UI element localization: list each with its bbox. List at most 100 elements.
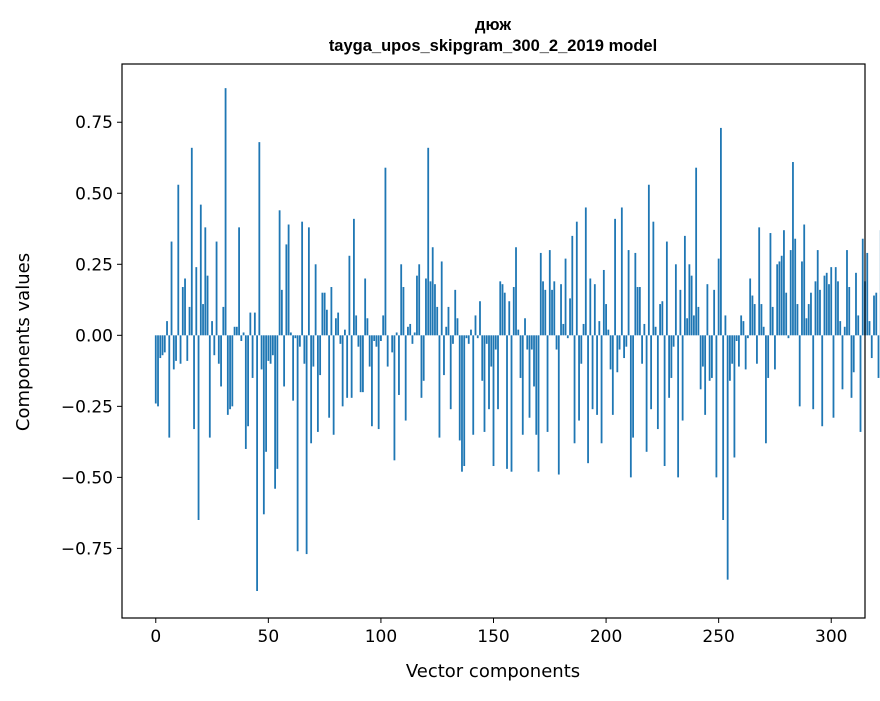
chart-title-line2: tayga_upos_skipgram_300_2_2019 model xyxy=(329,37,657,55)
bar xyxy=(632,335,634,437)
bar xyxy=(657,335,659,429)
bar xyxy=(767,335,769,378)
bar xyxy=(770,233,772,335)
bar xyxy=(387,335,389,366)
bar xyxy=(450,335,452,409)
bar xyxy=(652,222,654,336)
bar xyxy=(220,335,222,386)
bar xyxy=(297,335,299,551)
bar xyxy=(774,335,776,369)
bar xyxy=(439,335,441,437)
bar xyxy=(738,335,740,366)
bar xyxy=(470,330,472,336)
y-tick-label: −0.75 xyxy=(61,539,113,559)
bar xyxy=(785,293,787,336)
bar xyxy=(556,335,558,349)
bar xyxy=(725,315,727,335)
x-tick-label: 250 xyxy=(702,627,734,647)
bar xyxy=(204,227,206,335)
bar xyxy=(736,335,738,341)
bar xyxy=(303,335,305,363)
bar xyxy=(846,250,848,335)
bar xyxy=(792,162,794,335)
bar xyxy=(860,335,862,432)
bar xyxy=(353,219,355,335)
bar xyxy=(869,321,871,335)
bar xyxy=(511,335,513,471)
bar xyxy=(382,315,384,335)
bar xyxy=(691,276,693,336)
bar xyxy=(490,335,492,366)
bar xyxy=(666,242,668,336)
bar xyxy=(346,335,348,398)
bar xyxy=(610,335,612,369)
bar xyxy=(436,307,438,335)
bar xyxy=(330,287,332,335)
bar xyxy=(328,335,330,417)
bar xyxy=(713,290,715,335)
bar xyxy=(243,332,245,335)
bar xyxy=(538,335,540,471)
bar xyxy=(504,293,506,336)
bar xyxy=(517,330,519,336)
bar xyxy=(340,335,342,344)
bar xyxy=(583,324,585,335)
bar xyxy=(427,148,429,336)
bar xyxy=(270,335,272,363)
bar xyxy=(394,335,396,460)
bar xyxy=(592,335,594,409)
bar xyxy=(245,335,247,449)
bar xyxy=(400,264,402,335)
bar xyxy=(285,244,287,335)
bar xyxy=(878,335,880,378)
bar xyxy=(358,335,360,346)
bar xyxy=(481,335,483,380)
bar xyxy=(844,327,846,336)
bar xyxy=(695,168,697,336)
bar xyxy=(321,293,323,336)
bar xyxy=(454,290,456,335)
bar xyxy=(824,276,826,336)
bar xyxy=(351,335,353,398)
bar xyxy=(589,279,591,336)
bar xyxy=(729,335,731,380)
bar xyxy=(265,335,267,451)
bar xyxy=(180,335,182,363)
bar xyxy=(765,335,767,443)
bar xyxy=(310,335,312,443)
bar xyxy=(416,276,418,336)
bar xyxy=(337,313,339,336)
bar xyxy=(209,335,211,437)
bar xyxy=(434,284,436,335)
bar xyxy=(812,335,814,409)
bar xyxy=(731,335,733,363)
bar xyxy=(207,276,209,336)
bar xyxy=(679,290,681,335)
bar xyxy=(837,281,839,335)
bar xyxy=(333,335,335,434)
bar xyxy=(344,330,346,336)
bar xyxy=(625,335,627,346)
bar xyxy=(659,304,661,335)
bar xyxy=(513,287,515,335)
bar xyxy=(565,259,567,336)
bar xyxy=(166,321,168,335)
bar xyxy=(294,335,296,338)
bar xyxy=(783,230,785,335)
bar xyxy=(218,335,220,363)
bar xyxy=(790,250,792,335)
bar xyxy=(184,279,186,336)
bar xyxy=(229,335,231,409)
bar xyxy=(171,242,173,336)
bar xyxy=(202,304,204,335)
bar xyxy=(263,335,265,514)
bar xyxy=(634,253,636,335)
bar xyxy=(664,335,666,466)
chart-title-line1: дюж xyxy=(475,16,511,34)
bar xyxy=(799,335,801,406)
bar xyxy=(808,304,810,335)
bar xyxy=(484,335,486,432)
bar xyxy=(432,247,434,335)
bar xyxy=(551,290,553,335)
